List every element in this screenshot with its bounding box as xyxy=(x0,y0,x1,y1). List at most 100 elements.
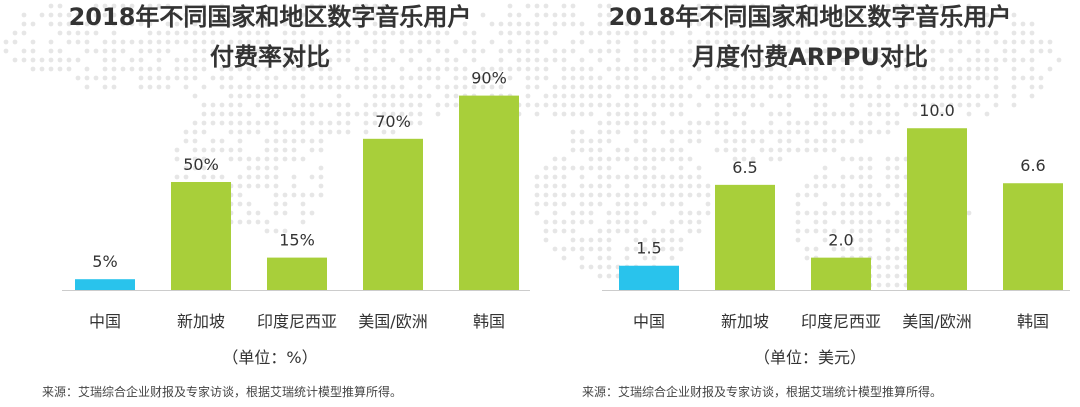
background-dot xyxy=(435,30,441,36)
background-dot xyxy=(777,93,783,99)
background-dot xyxy=(345,30,351,36)
background-dot xyxy=(300,21,306,27)
background-dot xyxy=(102,48,108,54)
background-dot xyxy=(570,228,576,234)
background-dot xyxy=(66,12,72,18)
background-dot xyxy=(822,93,828,99)
background-dot xyxy=(255,183,261,189)
background-dot xyxy=(633,165,639,171)
background-dot xyxy=(579,39,585,45)
background-dot xyxy=(894,282,900,288)
data-label: 10.0 xyxy=(919,101,955,120)
background-dot xyxy=(651,39,657,45)
background-dot xyxy=(543,237,549,243)
background-dot xyxy=(768,39,774,45)
background-dot xyxy=(759,75,765,81)
background-dot xyxy=(417,12,423,18)
background-dot xyxy=(633,210,639,216)
background-dot xyxy=(885,228,891,234)
background-dot xyxy=(840,57,846,63)
background-dot xyxy=(723,102,729,108)
background-dot xyxy=(561,102,567,108)
background-dot xyxy=(318,39,324,45)
background-dot xyxy=(678,201,684,207)
background-dot xyxy=(678,156,684,162)
background-dot xyxy=(633,57,639,63)
background-dot xyxy=(570,111,576,117)
background-dot xyxy=(597,75,603,81)
background-dot xyxy=(183,84,189,90)
background-dot xyxy=(363,48,369,54)
background-dot xyxy=(588,183,594,189)
background-dot xyxy=(156,30,162,36)
background-dot xyxy=(291,129,297,135)
background-dot xyxy=(930,48,936,54)
background-dot xyxy=(804,147,810,153)
background-dot xyxy=(651,93,657,99)
background-dot xyxy=(345,39,351,45)
background-dot xyxy=(507,21,513,27)
background-dot xyxy=(561,57,567,63)
chart-title-line-2: 月度付费ARPPU对比 xyxy=(692,43,928,71)
background-dot xyxy=(570,192,576,198)
background-dot xyxy=(867,48,873,54)
background-dot xyxy=(300,75,306,81)
background-dot xyxy=(651,210,657,216)
background-dot xyxy=(462,84,468,90)
background-dot xyxy=(723,93,729,99)
background-dot xyxy=(525,48,531,54)
background-dot xyxy=(264,165,270,171)
background-dot xyxy=(507,30,513,36)
background-dot xyxy=(795,75,801,81)
background-dot xyxy=(723,3,729,9)
background-dot xyxy=(570,165,576,171)
background-dot xyxy=(327,39,333,45)
background-dot xyxy=(597,57,603,63)
background-dot xyxy=(264,228,270,234)
background-dot xyxy=(408,93,414,99)
background-dot xyxy=(444,102,450,108)
background-dot xyxy=(642,246,648,252)
background-dot xyxy=(885,264,891,270)
background-dot xyxy=(264,219,270,225)
background-dot xyxy=(444,30,450,36)
background-dot xyxy=(966,12,972,18)
background-dot xyxy=(642,174,648,180)
background-dot xyxy=(201,30,207,36)
background-dot xyxy=(966,39,972,45)
background-dot xyxy=(813,120,819,126)
background-dot xyxy=(318,3,324,9)
background-dot xyxy=(678,246,684,252)
background-dot xyxy=(930,102,936,108)
background-dot xyxy=(543,3,549,9)
background-dot xyxy=(642,192,648,198)
background-dot xyxy=(399,12,405,18)
background-dot xyxy=(615,120,621,126)
background-dot xyxy=(885,93,891,99)
background-dot xyxy=(660,84,666,90)
background-dot xyxy=(723,30,729,36)
background-dot xyxy=(615,111,621,117)
background-dot xyxy=(291,21,297,27)
background-dot xyxy=(246,183,252,189)
background-dot xyxy=(876,192,882,198)
background-dot xyxy=(246,120,252,126)
background-dot xyxy=(840,12,846,18)
background-dot xyxy=(309,120,315,126)
background-dot xyxy=(849,39,855,45)
background-dot xyxy=(921,57,927,63)
background-dot xyxy=(66,66,72,72)
background-dot xyxy=(579,183,585,189)
background-dot xyxy=(183,138,189,144)
background-dot xyxy=(363,102,369,108)
background-dot xyxy=(1011,39,1017,45)
background-dot xyxy=(669,255,675,261)
background-dot xyxy=(867,246,873,252)
background-dot xyxy=(732,66,738,72)
background-dot xyxy=(102,57,108,63)
background-dot xyxy=(417,48,423,54)
background-dot xyxy=(912,111,918,117)
background-dot xyxy=(795,237,801,243)
background-dot xyxy=(957,30,963,36)
background-dot xyxy=(282,192,288,198)
